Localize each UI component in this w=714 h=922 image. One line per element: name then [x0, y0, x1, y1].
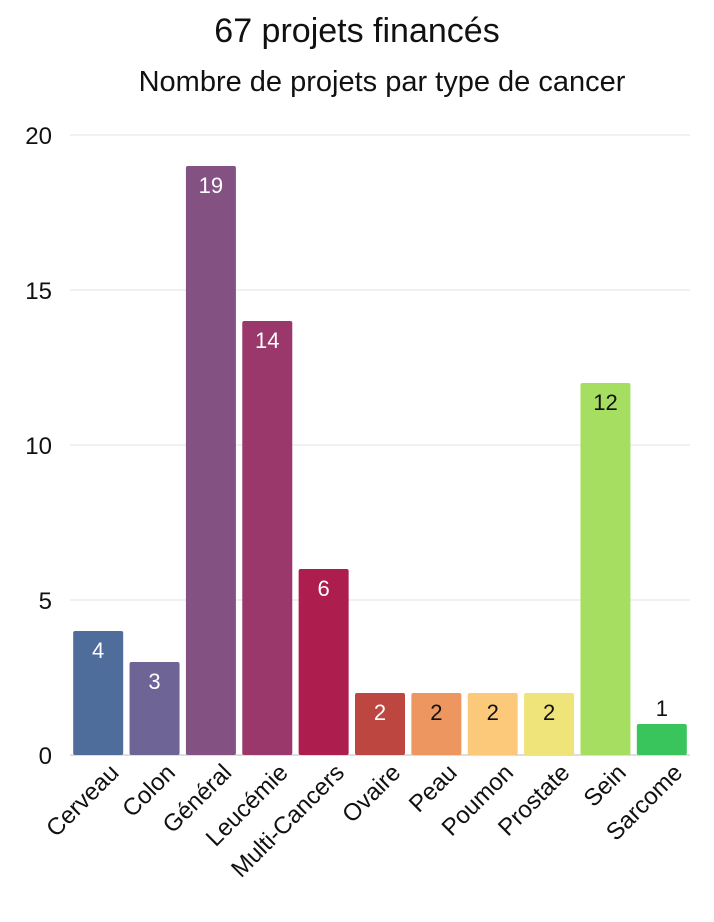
bar: [580, 383, 631, 755]
y-tick-label: 5: [39, 588, 52, 615]
bar: [73, 631, 124, 755]
data-label: 2: [543, 700, 555, 725]
bar: [242, 321, 293, 755]
data-label: 12: [593, 390, 617, 415]
chart-title: 67 projets financés: [214, 12, 500, 50]
y-tick-label: 10: [25, 433, 52, 460]
data-label: 2: [374, 700, 386, 725]
x-axis-ticks: CerveauColonGénéralLeucémieMulti-Cancers…: [41, 759, 688, 883]
y-axis-ticks: 0 5 10 15 20: [25, 123, 52, 770]
data-label: 1: [656, 696, 668, 721]
data-label: 19: [199, 173, 223, 198]
bar: [524, 693, 575, 755]
x-tick-label: Ovaire: [337, 759, 406, 828]
data-label: 6: [318, 576, 330, 601]
bar: [185, 166, 236, 755]
bars: [73, 166, 687, 755]
bar: [636, 724, 687, 755]
data-labels: 4 3 19 14 6 2 2 2 2 12 1: [92, 173, 668, 725]
data-label: 14: [255, 328, 279, 353]
bar: [129, 662, 180, 755]
bar: [411, 693, 462, 755]
data-label: 2: [430, 700, 442, 725]
y-tick-label: 15: [25, 278, 52, 305]
data-label: 4: [92, 638, 104, 663]
bar: [467, 693, 518, 755]
x-tick-label: Cerveau: [41, 759, 124, 842]
chart-subtitle: Nombre de projets par type de cancer: [138, 66, 626, 98]
data-label: 2: [487, 700, 499, 725]
data-label: 3: [148, 669, 160, 694]
y-tick-label: 0: [39, 743, 52, 770]
bar: [355, 693, 405, 755]
bar: [298, 569, 349, 755]
y-tick-label: 20: [25, 123, 52, 150]
